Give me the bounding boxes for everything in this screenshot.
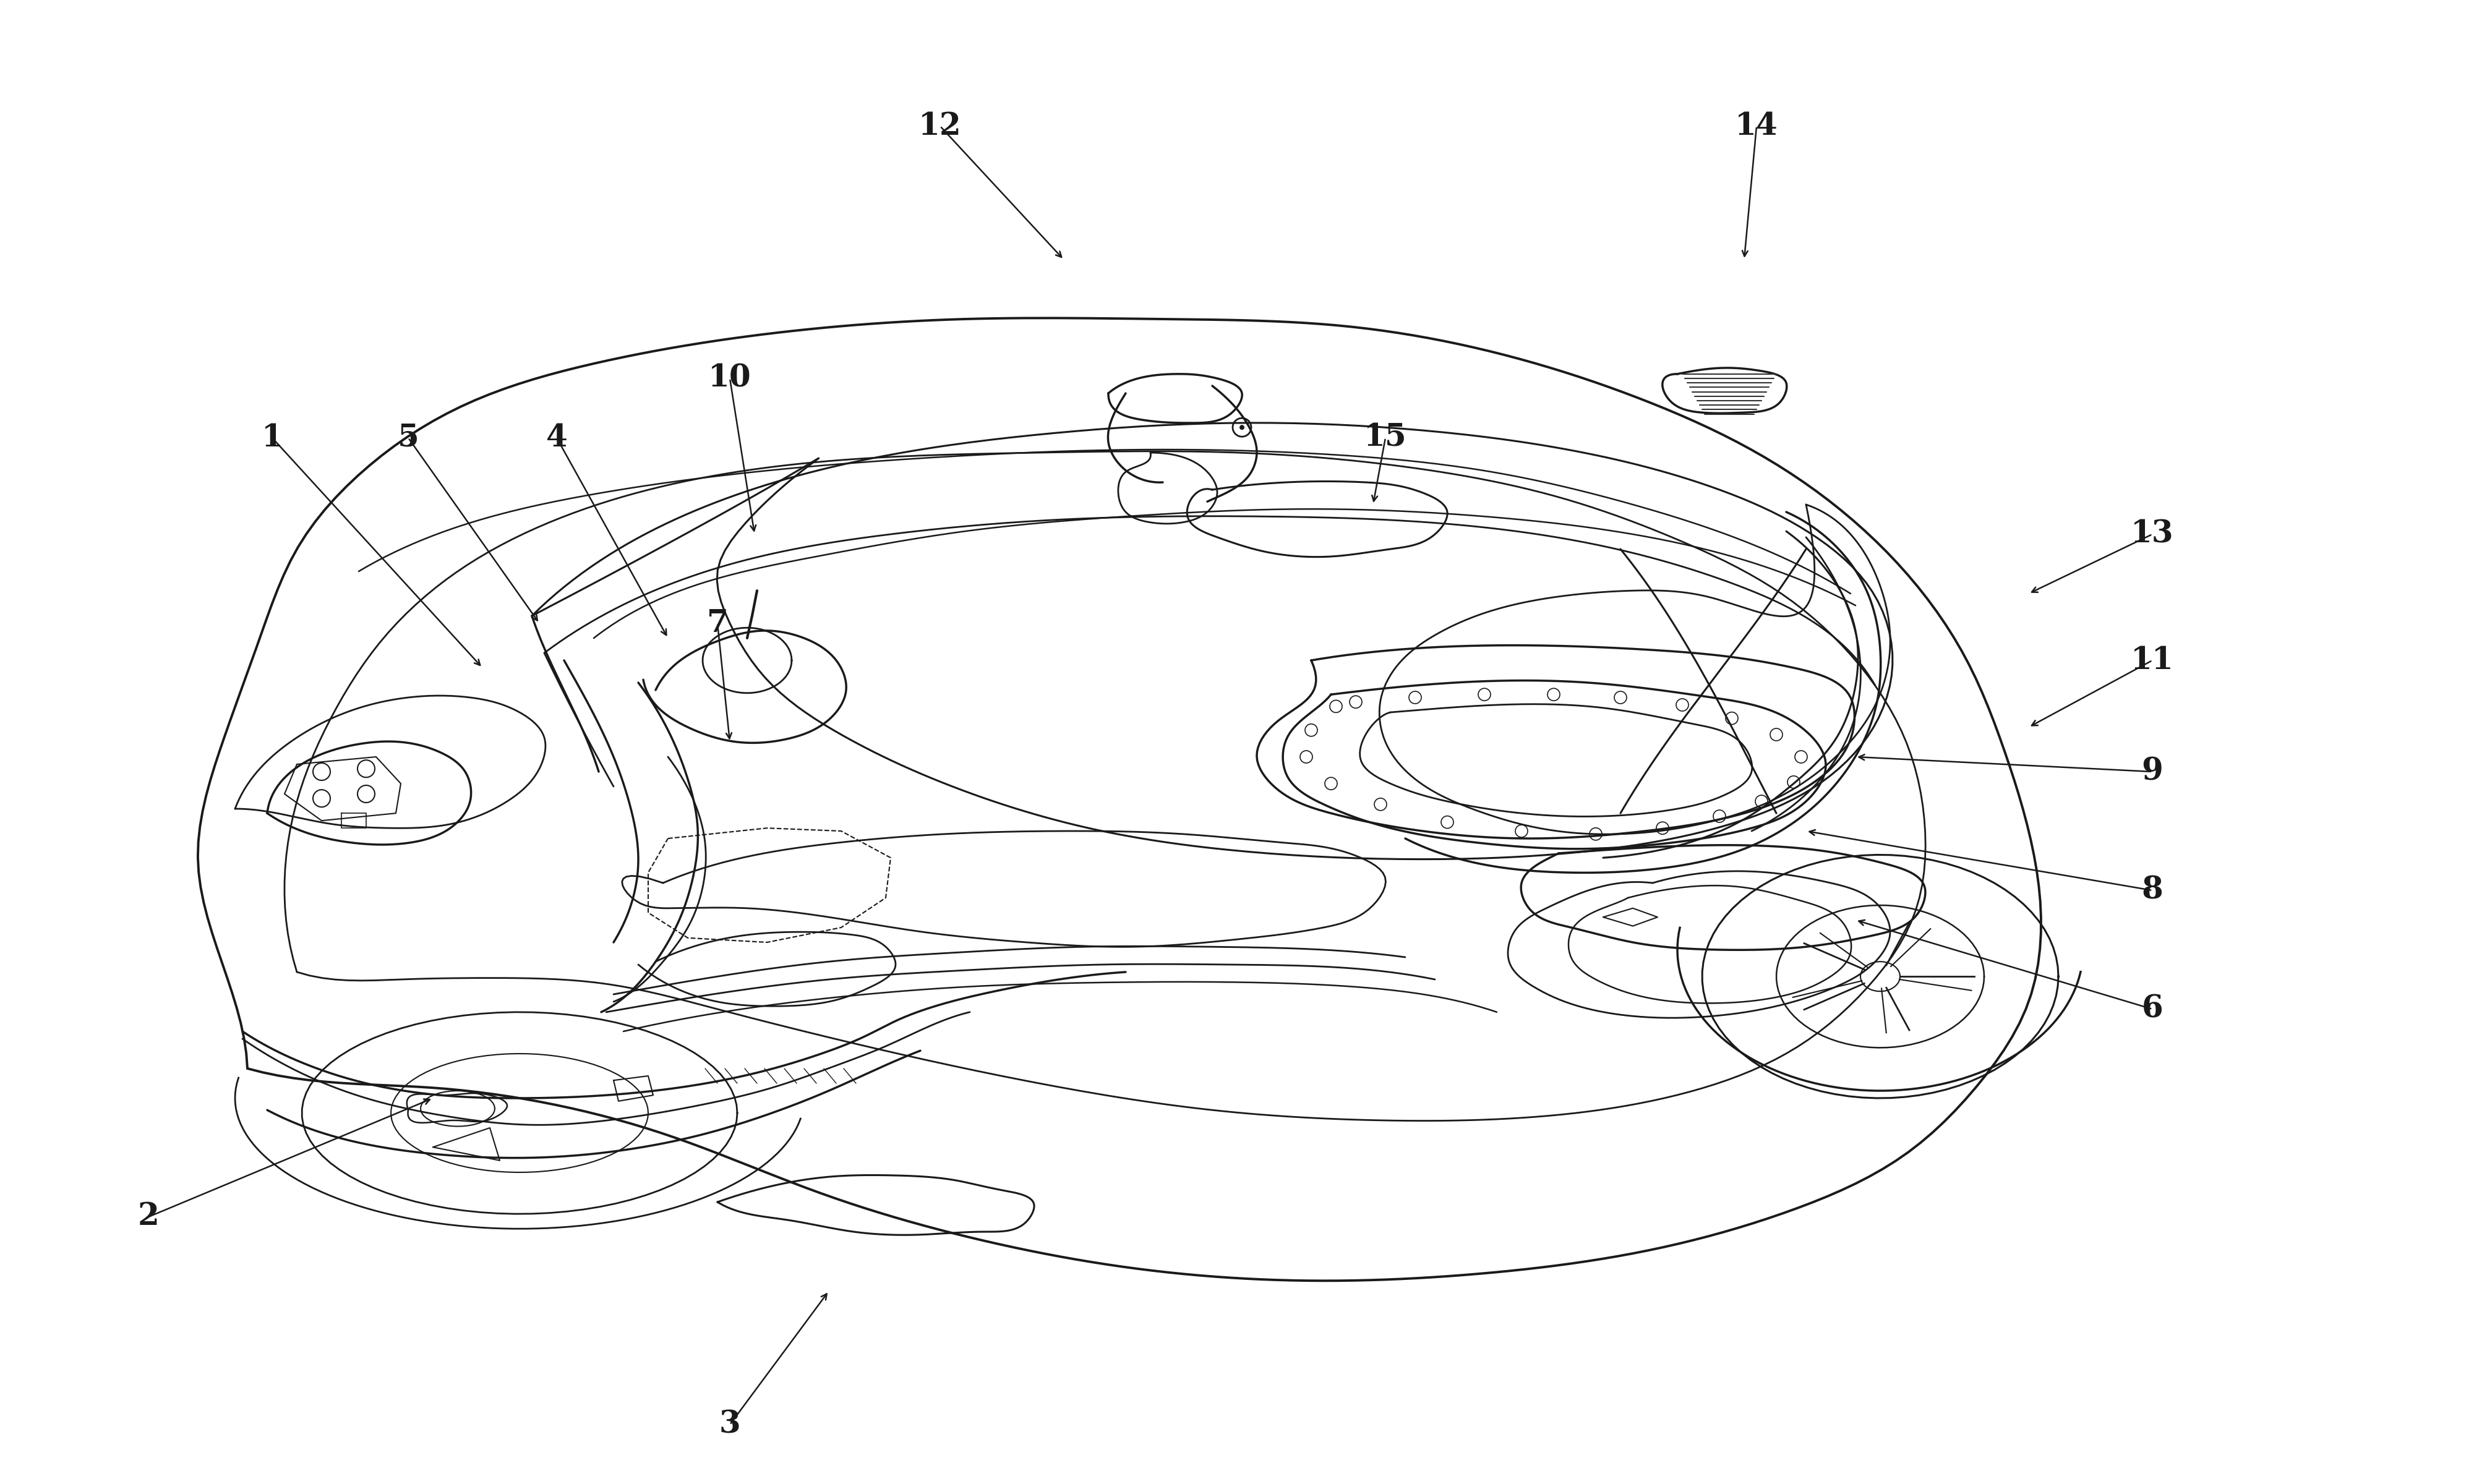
Text: 2: 2 bbox=[139, 1202, 158, 1232]
Text: 5: 5 bbox=[398, 423, 418, 453]
Text: 15: 15 bbox=[1363, 423, 1408, 453]
Text: 1: 1 bbox=[262, 423, 282, 453]
Text: 10: 10 bbox=[708, 364, 752, 393]
Text: 14: 14 bbox=[1734, 111, 1779, 141]
Text: 12: 12 bbox=[918, 111, 962, 141]
Text: 11: 11 bbox=[2130, 646, 2175, 675]
Text: 13: 13 bbox=[2130, 519, 2175, 549]
Text: 4: 4 bbox=[547, 423, 567, 453]
Text: 8: 8 bbox=[2142, 876, 2162, 905]
Text: 3: 3 bbox=[720, 1410, 740, 1439]
Text: 9: 9 bbox=[2142, 757, 2162, 787]
Text: 7: 7 bbox=[708, 608, 727, 638]
Text: 6: 6 bbox=[2142, 994, 2162, 1024]
Circle shape bbox=[1239, 424, 1244, 430]
